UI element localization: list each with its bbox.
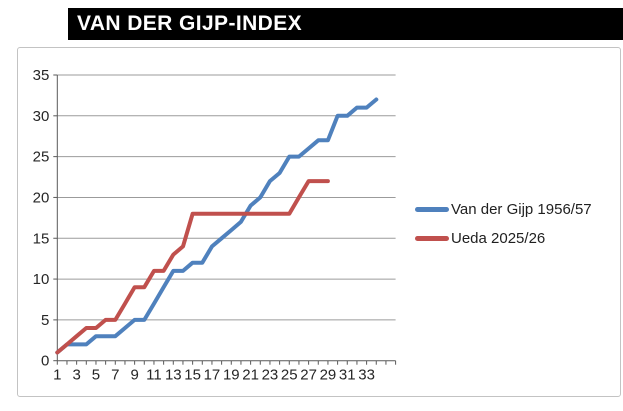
svg-text:25: 25 — [33, 149, 50, 166]
svg-text:29: 29 — [320, 367, 337, 384]
chart-title-bar: VAN DER GIJP-INDEX — [68, 8, 623, 40]
svg-text:0: 0 — [41, 353, 49, 370]
svg-text:7: 7 — [111, 367, 119, 384]
svg-text:27: 27 — [300, 367, 317, 384]
chart-frame[interactable] — [17, 47, 621, 397]
svg-text:31: 31 — [339, 367, 356, 384]
svg-text:11: 11 — [146, 367, 162, 384]
svg-text:30: 30 — [33, 108, 50, 125]
svg-text:20: 20 — [33, 189, 50, 206]
svg-text:35: 35 — [33, 67, 50, 84]
chart-title: VAN DER GIJP-INDEX — [77, 12, 303, 35]
legend-label-van-der-gijp: Van der Gijp 1956/57 — [451, 201, 592, 218]
svg-text:19: 19 — [223, 367, 240, 384]
svg-text:3: 3 — [72, 367, 80, 384]
svg-text:23: 23 — [262, 367, 279, 384]
legend-item-ueda[interactable]: Ueda 2025/26 — [415, 228, 592, 249]
legend-swatch-van-der-gijp — [415, 207, 449, 212]
svg-text:5: 5 — [41, 312, 49, 329]
svg-text:15: 15 — [33, 230, 50, 247]
svg-text:10: 10 — [33, 271, 50, 288]
legend-swatch-ueda — [415, 236, 449, 241]
svg-text:33: 33 — [358, 367, 375, 384]
svg-text:21: 21 — [242, 367, 259, 384]
svg-text:15: 15 — [184, 367, 201, 384]
svg-text:25: 25 — [281, 367, 298, 384]
svg-text:5: 5 — [92, 367, 100, 384]
legend-item-van-der-gijp[interactable]: Van der Gijp 1956/57 — [415, 199, 592, 220]
svg-text:1: 1 — [53, 367, 61, 384]
legend-label-ueda: Ueda 2025/26 — [451, 230, 546, 247]
svg-text:9: 9 — [130, 367, 138, 384]
svg-text:17: 17 — [204, 367, 221, 384]
svg-text:13: 13 — [165, 367, 182, 384]
chart-legend: Van der Gijp 1956/57 Ueda 2025/26 — [415, 199, 592, 249]
